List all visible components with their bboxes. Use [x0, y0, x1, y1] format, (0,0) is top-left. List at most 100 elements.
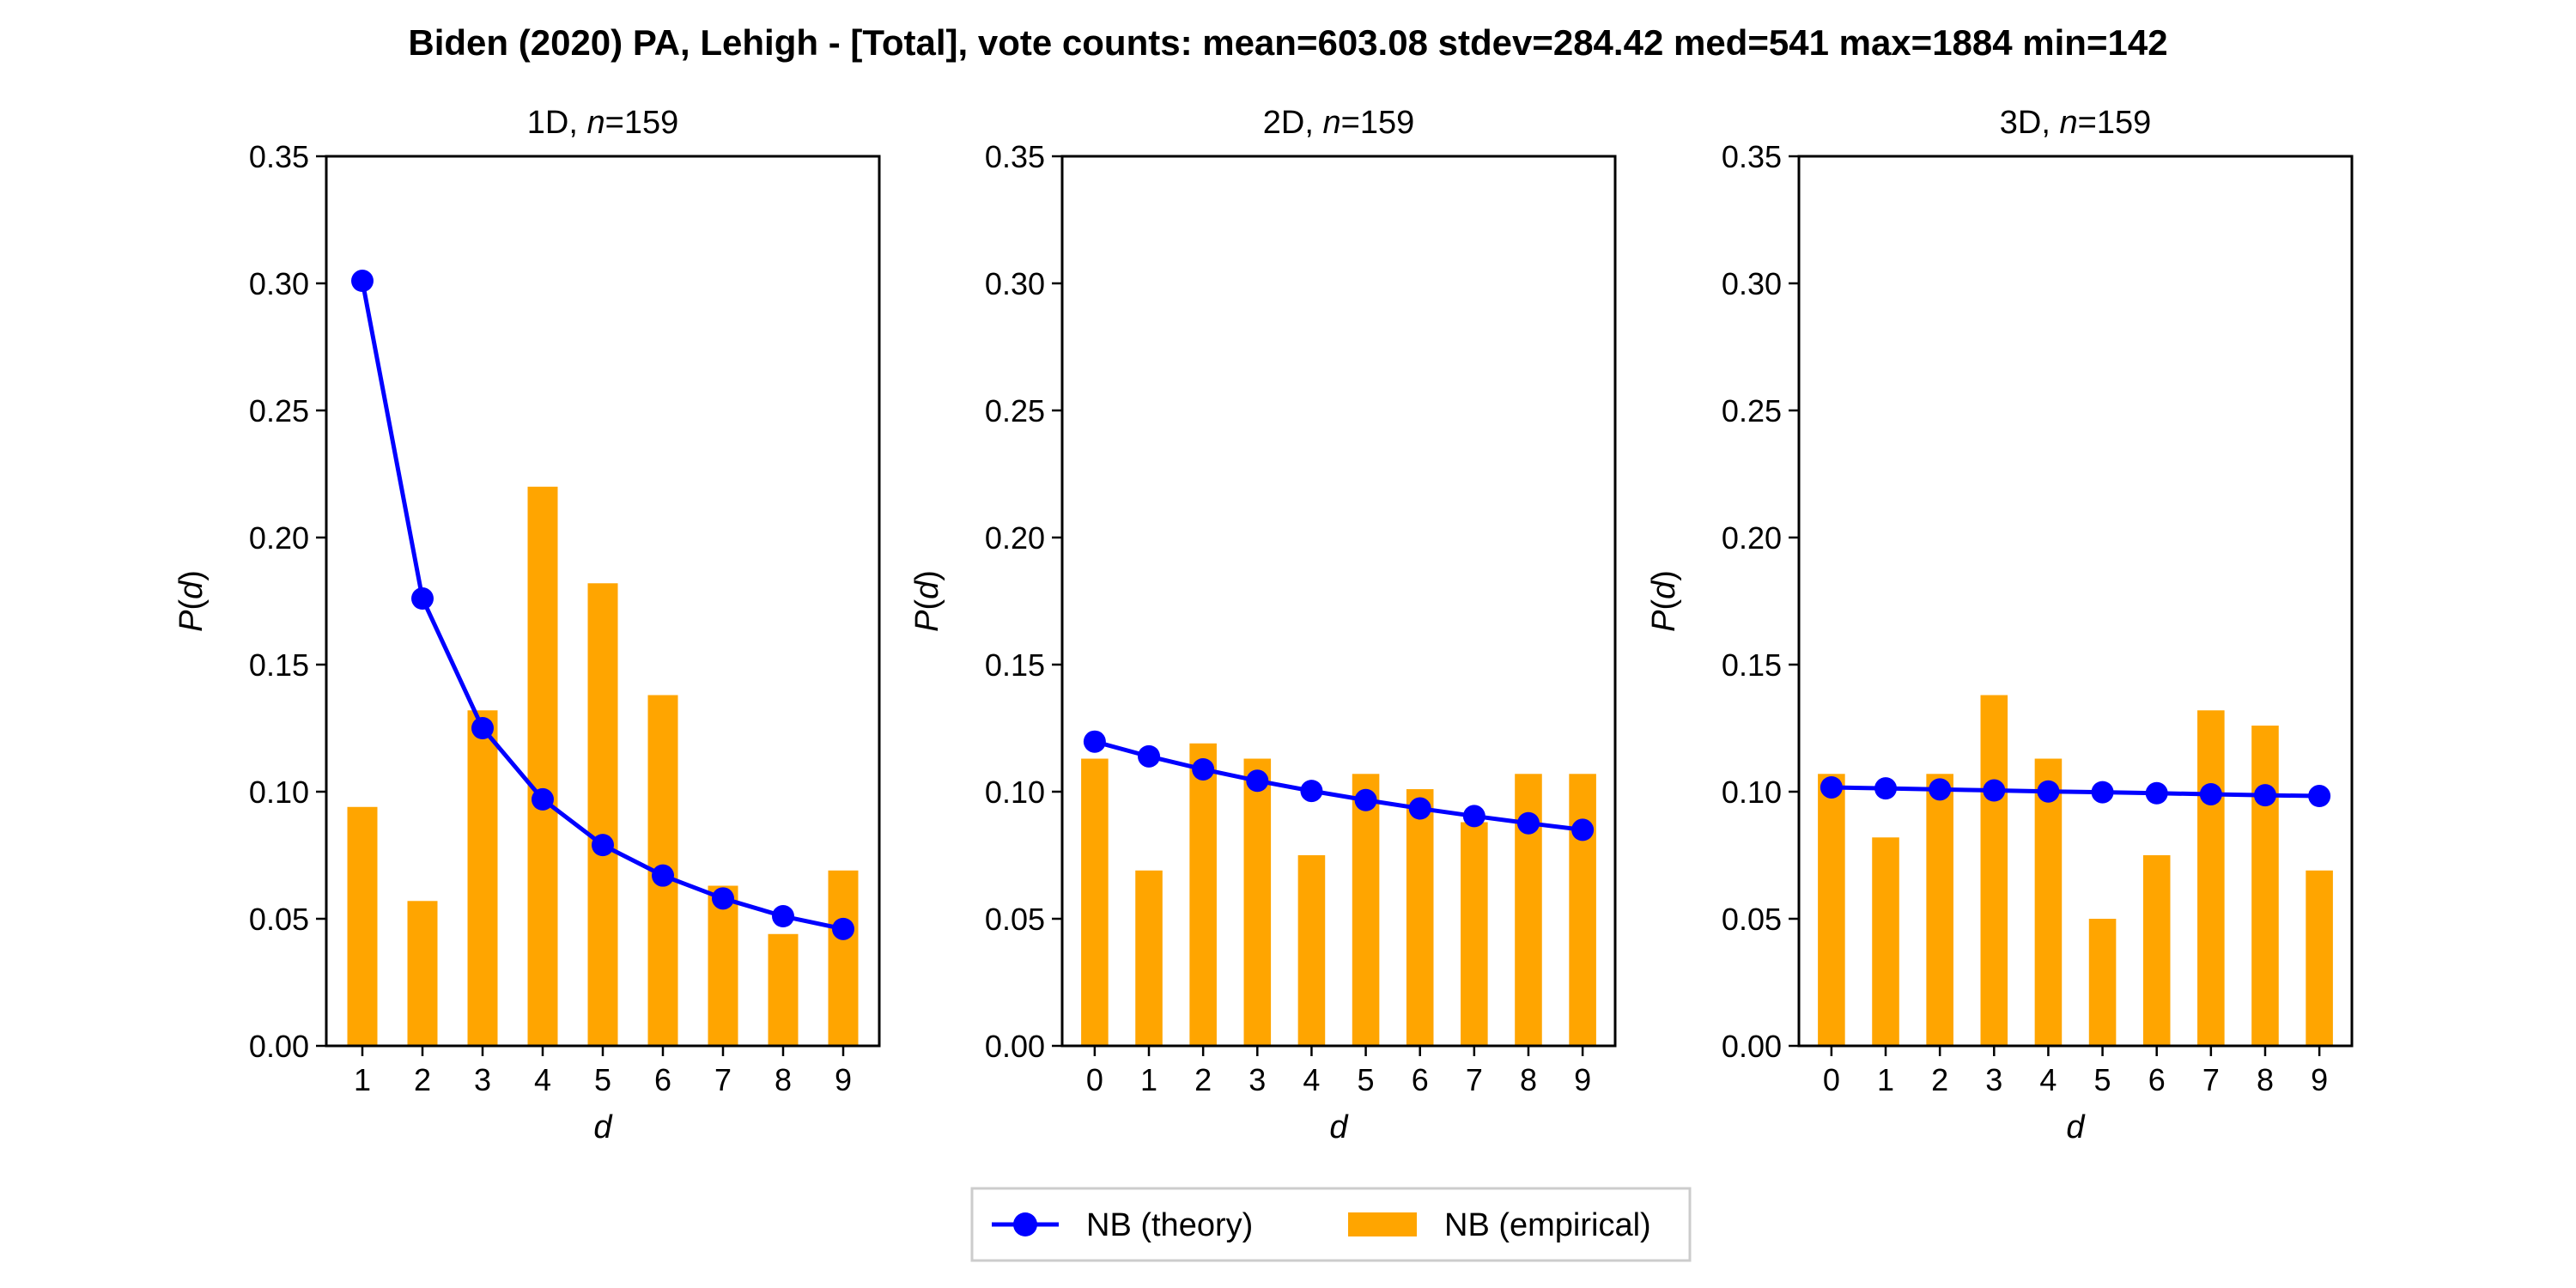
empirical-bar-1d-1 [347, 806, 378, 1046]
theory-point-3d-8 [2253, 784, 2276, 807]
ytick-label: 0.15 [1722, 647, 1782, 683]
empirical-bar-2d-5 [1352, 774, 1380, 1046]
ytick-label: 0.25 [249, 393, 309, 428]
ylabel-open: ( [1646, 599, 1682, 611]
theory-point-2d-0 [1083, 730, 1106, 753]
yaxis-label-2d: P(d) [909, 570, 945, 632]
legend-theory-label: NB (theory) [1086, 1207, 1253, 1243]
xtick-label: 8 [1520, 1062, 1537, 1097]
xtick-label: 1 [1140, 1062, 1157, 1097]
ytick-label: 0.25 [1722, 393, 1782, 428]
empirical-bar-1d-4 [527, 486, 558, 1046]
empirical-bar-2d-2 [1189, 743, 1217, 1046]
xtick-label: 1 [1877, 1062, 1894, 1097]
ytick-label: 0.05 [985, 902, 1045, 937]
xtick-label: 0 [1086, 1062, 1103, 1097]
legend-frame [970, 1187, 1692, 1262]
panel-title-n-var: n [1322, 105, 1340, 141]
panel-title-3d: 3D, n=159 [2000, 105, 2151, 141]
panel-title-n-var: n [586, 105, 605, 141]
empirical-bar-2d-4 [1297, 855, 1326, 1046]
figure-title: Biden (2020) PA, Lehigh - [Total], vote … [408, 22, 2167, 63]
yaxis-label-1d: P(d) [173, 570, 210, 632]
panel-title-n-value: =159 [1341, 105, 1415, 141]
theory-point-2d-8 [1516, 811, 1540, 835]
theory-point-3d-9 [2308, 785, 2331, 808]
xtick-label: 3 [1985, 1062, 2002, 1097]
empirical-bar-3d-8 [2251, 726, 2279, 1046]
xtick-label: 7 [1466, 1062, 1483, 1097]
empirical-bar-2d-0 [1081, 758, 1109, 1046]
theory-point-1d-3 [471, 717, 494, 739]
ylabel-arg: d [909, 580, 945, 599]
empirical-bar-1d-5 [587, 583, 618, 1046]
panel-title-prefix: 2D, [1263, 105, 1323, 141]
legend-theory-marker [1013, 1212, 1037, 1236]
theory-point-1d-6 [652, 864, 674, 887]
theory-point-2d-4 [1300, 780, 1323, 803]
theory-point-3d-6 [2145, 781, 2168, 805]
ytick-label: 0.20 [249, 520, 309, 556]
empirical-bar-3d-5 [2088, 919, 2117, 1046]
theory-point-3d-3 [1983, 779, 2006, 802]
xtick-label: 1 [354, 1062, 371, 1097]
ylabel-fn: P [173, 610, 210, 632]
empirical-bar-2d-1 [1135, 870, 1163, 1046]
ytick-label: 0.10 [985, 775, 1045, 810]
empirical-bar-3d-2 [1926, 774, 1953, 1046]
ylabel-close: ) [173, 570, 210, 581]
empirical-bar-3d-7 [2197, 710, 2225, 1046]
empirical-bar-1d-8 [768, 933, 799, 1046]
xtick-label: 3 [1249, 1062, 1266, 1097]
xtick-label: 8 [2257, 1062, 2274, 1097]
xtick-label: 8 [775, 1062, 792, 1097]
ytick-label: 0.30 [985, 266, 1045, 301]
ylabel-fn: P [1646, 610, 1682, 632]
theory-point-1d-7 [712, 887, 734, 910]
panel-title-n-var: n [2059, 105, 2077, 141]
xtick-label: 7 [2202, 1062, 2220, 1097]
ylabel-arg: d [1646, 580, 1682, 599]
xtick-label: 2 [414, 1062, 431, 1097]
xtick-label: 6 [1412, 1062, 1429, 1097]
theory-line-2d [1094, 739, 1583, 832]
empirical-bar-1d-7 [708, 885, 738, 1046]
empirical-bar-1d-2 [407, 901, 438, 1046]
ylabel-close: ) [909, 570, 945, 581]
empirical-bar-2d-7 [1461, 822, 1488, 1046]
xtick-label: 0 [1823, 1062, 1840, 1097]
xtick-label: 6 [654, 1062, 671, 1097]
xtick-label: 6 [2148, 1062, 2166, 1097]
ylabel-fn: P [909, 610, 945, 632]
xtick-label: 3 [474, 1062, 491, 1097]
ytick-label: 0.05 [249, 902, 309, 937]
ylabel-open: ( [173, 599, 210, 611]
xtick-label: 7 [714, 1062, 732, 1097]
axes-frame-3d [1797, 155, 2354, 1048]
ytick-label: 0.10 [249, 775, 309, 810]
empirical-bar-3d-0 [1818, 774, 1845, 1046]
ytick-label: 0.35 [249, 139, 309, 174]
ytick-label: 0.10 [1722, 775, 1782, 810]
legend-empirical-swatch [1348, 1212, 1417, 1236]
panel-2d: 2D, n=159 0.00 0.05 0.10 0.15 0.20 0.25 0.30 0.3… [909, 105, 1617, 1145]
axes-frame-2d [1060, 155, 1617, 1048]
xtick-label: 2 [1194, 1062, 1212, 1097]
theory-point-1d-1 [351, 270, 374, 293]
xtick-label: 4 [2039, 1062, 2057, 1097]
empirical-bar-2d-3 [1243, 758, 1272, 1046]
xaxis-label-2d: d [1329, 1109, 1349, 1145]
ytick-label: 0.25 [985, 393, 1045, 428]
ylabel-close: ) [1646, 570, 1682, 581]
panel-title-2d: 2D, n=159 [1263, 105, 1414, 141]
xtick-label: 4 [1303, 1062, 1320, 1097]
ytick-label: 0.30 [249, 266, 309, 301]
panel-title-n-value: =159 [605, 105, 679, 141]
ytick-label: 0.00 [249, 1029, 309, 1064]
theory-point-3d-4 [2037, 780, 2060, 803]
theory-line-3d [1831, 785, 2320, 799]
theory-point-1d-2 [411, 587, 434, 611]
empirical-bar-3d-1 [1872, 837, 1899, 1046]
